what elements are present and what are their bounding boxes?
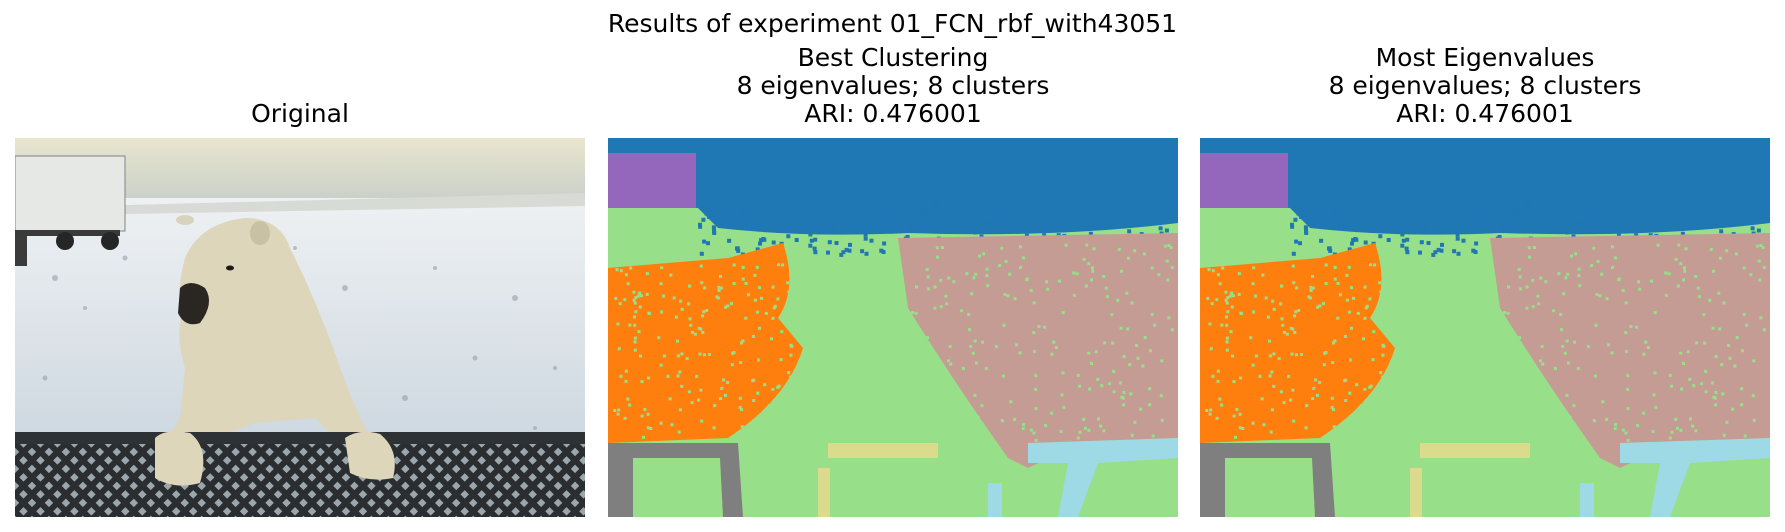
cluster-yellow: [818, 468, 830, 517]
cluster-bear-speckle: [1205, 263, 1386, 439]
panel-title-line: 8 eigenvalues; 8 clusters: [1328, 71, 1642, 100]
cluster-truck: [1200, 153, 1288, 208]
cluster-sky: [1200, 138, 1770, 235]
panel-title: Original: [15, 100, 585, 128]
cluster-light-blue: [1028, 438, 1178, 517]
cluster-sky: [608, 138, 1178, 235]
cluster-bear-region: [608, 243, 803, 443]
panel-title-line: Most Eigenvalues: [1375, 43, 1595, 72]
cluster-bear-speckle: [613, 263, 794, 439]
panel-title-line: ARI: 0.476001: [804, 99, 982, 128]
cluster-yellow: [1420, 443, 1530, 458]
cluster-light-blue: [988, 483, 1002, 517]
cluster-bear-region: [1200, 243, 1395, 443]
cluster-railing: [608, 443, 743, 517]
cluster-light-blue: [1620, 438, 1770, 517]
segmentation-map: [1200, 138, 1770, 517]
figure-suptitle: Results of experiment 01_FCN_rbf_with430…: [607, 9, 1178, 38]
cluster-far-snow-speckle: [1501, 243, 1766, 444]
original-image: [15, 138, 585, 517]
cluster-far-snow: [898, 233, 1178, 468]
panel-title-line: ARI: 0.476001: [1396, 99, 1574, 128]
cluster-far-snow: [1490, 233, 1770, 468]
cluster-yellow: [1410, 468, 1422, 517]
panel-title-line: 8 eigenvalues; 8 clusters: [736, 71, 1050, 100]
panel-title-line: Original: [251, 99, 349, 128]
cluster-light-blue: [1580, 483, 1594, 517]
cluster-truck: [608, 153, 696, 208]
panel-title: Most Eigenvalues 8 eigenvalues; 8 cluste…: [1200, 44, 1770, 128]
cluster-railing: [1200, 443, 1335, 517]
panel-title: Best Clustering 8 eigenvalues; 8 cluster…: [608, 44, 1178, 128]
panel-title-line: Best Clustering: [797, 43, 989, 72]
segmentation-map: [608, 138, 1178, 517]
cluster-yellow: [828, 443, 938, 458]
